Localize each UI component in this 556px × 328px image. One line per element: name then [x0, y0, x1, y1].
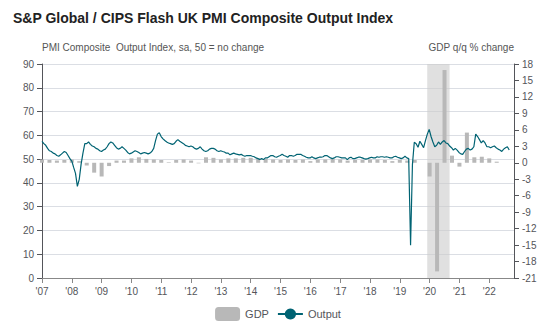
svg-text:20: 20: [23, 225, 35, 236]
svg-text:70: 70: [23, 106, 35, 117]
svg-text:GDP q/q % change: GDP q/q % change: [429, 42, 515, 53]
svg-text:40: 40: [23, 177, 35, 188]
svg-text:'17: '17: [334, 286, 347, 297]
svg-text:S&P Global / CIPS Flash UK PMI: S&P Global / CIPS Flash UK PMI Composite…: [13, 10, 393, 26]
svg-text:3: 3: [522, 141, 528, 152]
svg-text:PMI Composite Output Index, s: PMI Composite Output Index, sa, 50 = no …: [42, 42, 265, 53]
svg-text:GDP: GDP: [245, 308, 269, 320]
svg-text:'11: '11: [155, 286, 168, 297]
svg-text:'22: '22: [483, 286, 496, 297]
svg-text:'20: '20: [423, 286, 436, 297]
svg-text:'16: '16: [304, 286, 317, 297]
svg-text:6: 6: [522, 124, 528, 135]
svg-text:-12: -12: [522, 223, 537, 234]
svg-text:'15: '15: [274, 286, 287, 297]
svg-text:'14: '14: [244, 286, 257, 297]
svg-text:-15: -15: [522, 240, 537, 251]
svg-text:'10: '10: [125, 286, 138, 297]
svg-text:'18: '18: [363, 286, 376, 297]
svg-text:12: 12: [522, 91, 534, 102]
svg-text:9: 9: [522, 108, 528, 119]
svg-text:-9: -9: [522, 207, 531, 218]
svg-text:15: 15: [522, 75, 534, 86]
svg-text:'08: '08: [65, 286, 78, 297]
svg-text:'13: '13: [214, 286, 227, 297]
svg-text:'07: '07: [35, 286, 48, 297]
svg-text:-18: -18: [522, 256, 537, 267]
svg-text:'19: '19: [393, 286, 406, 297]
svg-text:60: 60: [23, 130, 35, 141]
svg-text:'21: '21: [453, 286, 466, 297]
svg-text:0: 0: [522, 157, 528, 168]
svg-text:-6: -6: [522, 190, 531, 201]
svg-text:Output: Output: [308, 308, 341, 320]
svg-text:-3: -3: [522, 174, 531, 185]
svg-text:'12: '12: [185, 286, 198, 297]
svg-text:30: 30: [23, 201, 35, 212]
svg-text:10: 10: [23, 249, 35, 260]
svg-text:80: 80: [23, 82, 35, 93]
svg-text:0: 0: [28, 273, 34, 284]
svg-text:-21: -21: [522, 273, 537, 284]
svg-text:50: 50: [23, 154, 35, 165]
svg-text:90: 90: [23, 59, 35, 70]
svg-text:18: 18: [522, 59, 534, 70]
svg-text:'09: '09: [95, 286, 108, 297]
